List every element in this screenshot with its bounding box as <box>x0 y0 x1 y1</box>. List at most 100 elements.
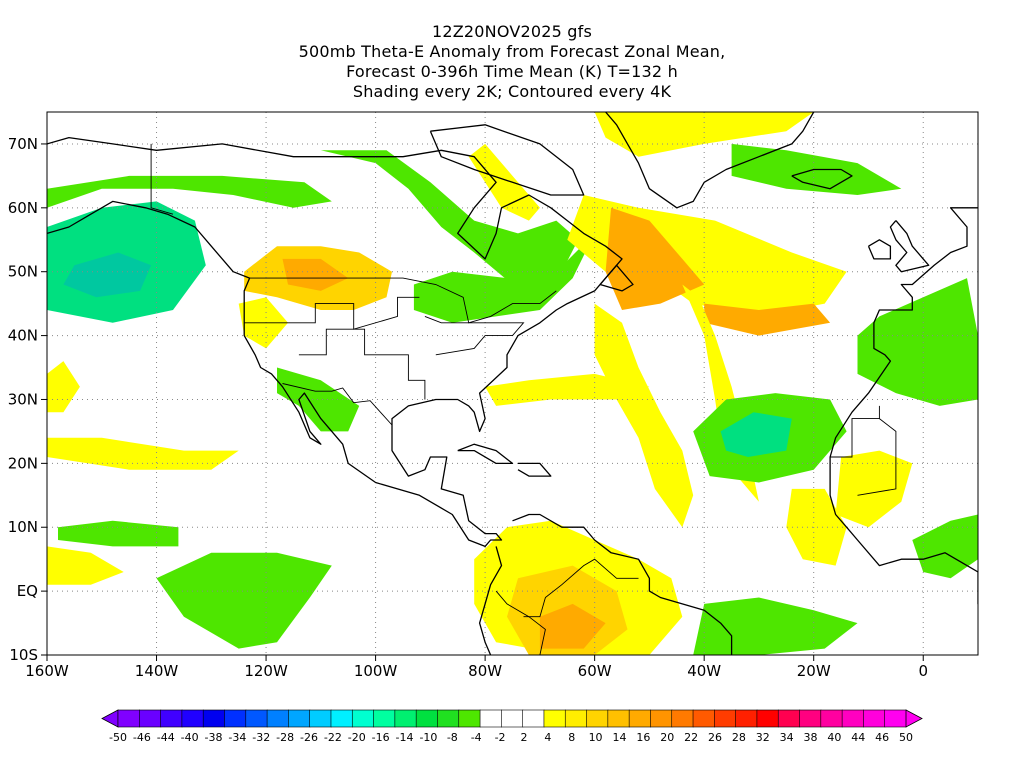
title-variable: 500mb Theta-E Anomaly from Forecast Zona… <box>298 42 726 61</box>
anomaly-region-amazon-warm-hot <box>539 603 606 649</box>
lon-tick-label: 80W <box>468 662 502 680</box>
anomaly-region-canada-green-band <box>320 150 579 285</box>
anomaly-region-atlantic-cool-core <box>720 412 792 457</box>
border-southern-states <box>298 328 426 400</box>
colorbar-swatch <box>181 709 204 728</box>
colorbar-swatch <box>202 709 226 728</box>
colorbar-label: 2 <box>520 731 527 744</box>
anomaly-region-east-pacific-cool <box>156 552 332 649</box>
border-us-mexico <box>282 383 393 426</box>
colorbar-label: -14 <box>396 731 414 744</box>
colorbar-swatch <box>458 709 481 728</box>
border-mali-mauritania <box>857 418 897 496</box>
anomaly-region-alaska-green-band <box>47 175 332 208</box>
colorbar-swatch <box>884 709 907 728</box>
colorbar-arrow-left <box>101 709 119 728</box>
anomaly-region-south-atlantic-cool <box>693 597 858 655</box>
lat-tick-label: 20N <box>8 454 38 472</box>
colorbar-swatch <box>671 709 694 728</box>
colorbar-label: -2 <box>495 731 506 744</box>
coastline-british-isles <box>889 220 930 273</box>
colorbar-swatch <box>777 709 801 728</box>
colorbar-label: -40 <box>181 731 199 744</box>
border-alaska-canada <box>150 143 174 215</box>
colorbar-label: -26 <box>300 731 318 744</box>
anomaly-region-east-atlantic-warm <box>786 488 847 566</box>
colorbar-swatch <box>501 709 524 728</box>
colorbar-swatch <box>863 709 886 728</box>
coastline-europe-africa <box>829 207 978 606</box>
anomaly-region-mexico-cool <box>277 367 360 432</box>
colorbar-swatch <box>522 709 545 728</box>
colorbar-swatch <box>650 709 673 728</box>
colorbar-label: 14 <box>612 731 626 744</box>
colorbar-label: -8 <box>447 731 458 744</box>
anomaly-region-hudson-warm <box>468 143 540 221</box>
colorbar-label: 32 <box>756 731 770 744</box>
lat-tick-label: 10N <box>8 518 38 536</box>
lon-tick-label: 160W <box>25 662 69 680</box>
colorbar-swatch <box>288 709 311 728</box>
colorbar: -50 -46 -44 -40 -38 -34 -32 -28 -26 -22 -20 -16 -14-… <box>101 709 923 744</box>
colorbar-swatch <box>415 709 439 728</box>
coastline-hispaniola <box>517 462 552 477</box>
border-northern-states <box>244 296 420 330</box>
colorbar-label: 28 <box>732 731 746 744</box>
colorbar-swatch <box>841 709 865 728</box>
colorbar-swatch <box>607 709 630 728</box>
latitude-axis: 70N 60N 50N 40N 30N 20N 10N EQ 10S <box>8 135 47 664</box>
colorbar-label: 4 <box>544 731 551 744</box>
lon-tick-label: 20W <box>797 662 831 680</box>
lat-tick-label: 60N <box>8 199 38 217</box>
colorbar-swatch <box>543 709 566 728</box>
colorbar-swatch <box>692 709 715 728</box>
border-brazil-border <box>523 558 639 618</box>
colorbar-arrow-right <box>905 709 923 728</box>
anomaly-region-west-africa-warm <box>835 450 913 528</box>
colorbar-swatch <box>586 709 609 728</box>
longitude-axis: 160W 140W 120W 100W 80W 60W 40W 20W 0 <box>25 655 928 680</box>
lon-tick-label: 120W <box>244 662 288 680</box>
colorbar-label: -46 <box>133 731 151 744</box>
colorbar-label: -50 <box>109 731 127 744</box>
coastline-south-america-east <box>512 513 733 655</box>
coastline-layer <box>47 112 978 655</box>
colorbar-label: 34 <box>780 731 794 744</box>
lat-tick-label: EQ <box>17 582 38 600</box>
title-forecast-period: Forecast 0-396h Time Mean (K) T=132 h <box>346 62 678 81</box>
colorbar-swatch <box>628 709 652 728</box>
colorbar-swatch <box>160 709 183 728</box>
border-eastern-states <box>424 315 525 356</box>
colorbar-swatch <box>266 709 289 728</box>
colorbar-swatch <box>309 709 332 728</box>
anomaly-region-gulf-of-alaska-cool-core <box>63 252 152 298</box>
colorbar-swatch <box>799 709 822 728</box>
coastline-cuba <box>457 443 514 465</box>
coastline-north-america <box>47 136 623 548</box>
anomaly-region-northeast-us-cool <box>413 233 595 323</box>
colorbar-swatch <box>373 709 396 728</box>
anomaly-region-gulf-stream-warm <box>485 373 650 406</box>
coastline-newfoundland <box>599 264 634 292</box>
lat-tick-label: 70N <box>8 135 38 153</box>
colorbar-label: -16 <box>372 731 390 744</box>
colorbar-swatch <box>330 709 353 728</box>
colorbar-label: -44 <box>157 731 175 744</box>
colorbar-label: 22 <box>684 731 698 744</box>
lon-tick-label: 60W <box>578 662 612 680</box>
anomaly-region-arctic-warm <box>594 112 814 157</box>
colorbar-label: 10 <box>589 731 603 744</box>
colorbar-label: -4 <box>471 731 482 744</box>
coastline-greenland <box>605 112 815 209</box>
anomaly-region-pacific-warm-2 <box>47 546 124 585</box>
colorbar-label: -10 <box>419 731 437 744</box>
anomaly-region-montana-warm-core <box>282 258 349 291</box>
colorbar-swatch <box>351 709 375 728</box>
coastline-baffin <box>429 124 585 196</box>
colorbar-label: 40 <box>827 731 841 744</box>
colorbar-swatch <box>756 709 779 728</box>
colorbar-label: -34 <box>228 731 246 744</box>
lat-tick-label: 10S <box>9 646 38 664</box>
colorbar-label: -28 <box>276 731 294 744</box>
colorbar-label: 8 <box>568 731 575 744</box>
